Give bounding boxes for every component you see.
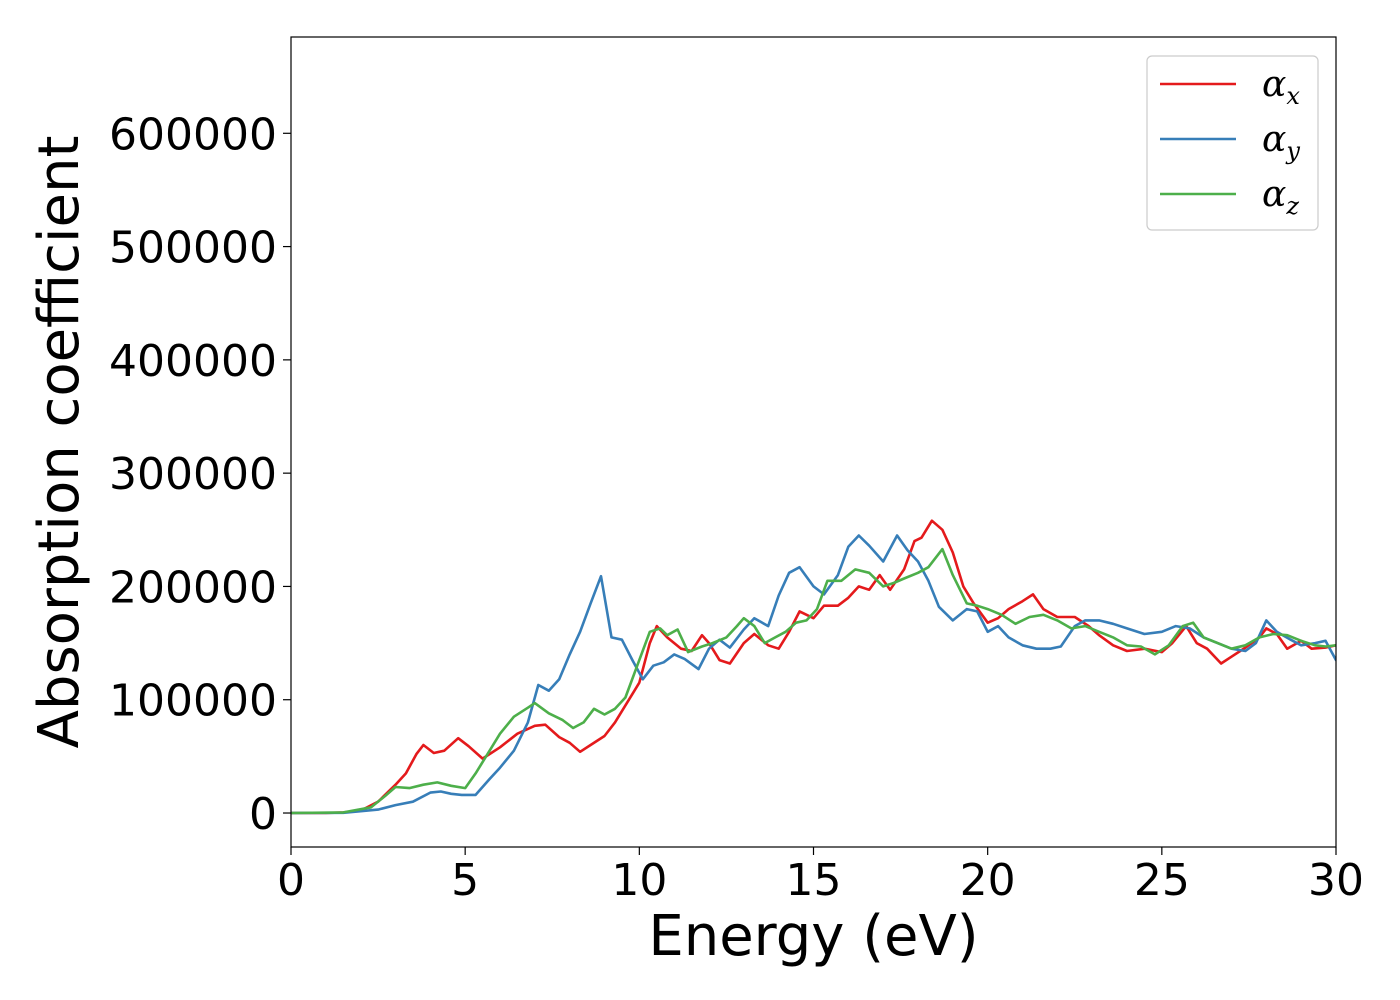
series-line-z	[291, 547, 1336, 815]
legend-items: αx αy αz	[1160, 64, 1300, 220]
x-axis-title: Energy (eV)	[648, 904, 978, 969]
y-tick-label: 0	[249, 789, 277, 840]
legend-label-x: αx	[1262, 64, 1300, 110]
legend-label-y: αy	[1262, 119, 1300, 165]
x-tick-label: 25	[1134, 855, 1190, 906]
x-tick-label: 15	[786, 855, 842, 906]
y-tick-label: 400000	[109, 336, 277, 387]
y-tick-label: 200000	[109, 562, 277, 613]
y-tick-label: 600000	[109, 109, 277, 160]
y-tick-label: 500000	[109, 223, 277, 274]
series-layer	[291, 519, 1336, 815]
x-tick-label: 20	[960, 855, 1016, 906]
y-axis-title: Absorption coefficient	[27, 136, 92, 749]
legend-label-z: αz	[1262, 174, 1299, 220]
x-tick-label: 30	[1308, 855, 1364, 906]
legend-box	[1146, 55, 1319, 231]
legend: αx αy αz	[1146, 55, 1319, 231]
y-tick-label: 300000	[109, 449, 277, 500]
x-tick-label: 0	[277, 855, 305, 906]
x-tick-label: 5	[451, 855, 479, 906]
y-tick-label: 100000	[109, 676, 277, 727]
y-axis-ticks: 0 100000 200000 300000 400000 500000 600000	[109, 109, 291, 840]
x-axis-ticks: 0 5 10 15 20 25 30	[277, 847, 1364, 906]
x-tick-label: 10	[611, 855, 667, 906]
